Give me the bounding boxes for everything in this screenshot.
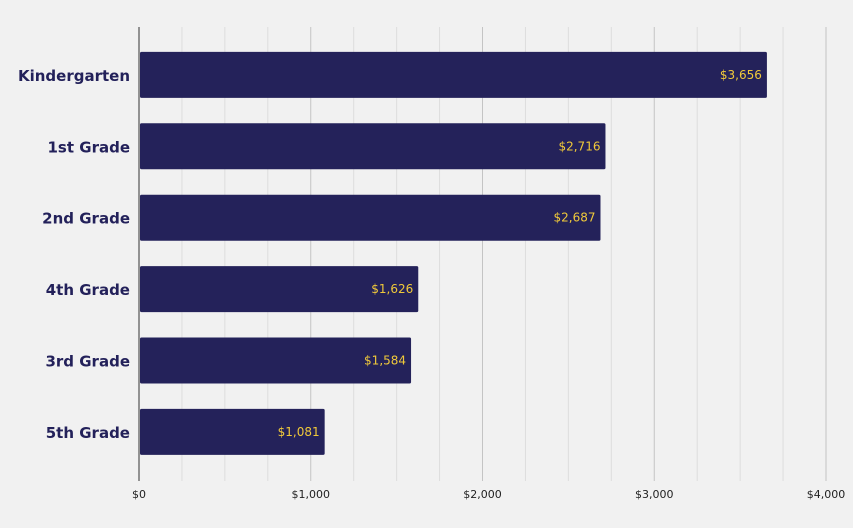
x-tick-label: $2,000 [463,488,502,501]
x-tick-label: $4,000 [807,488,846,501]
category-label: 5th Grade [46,424,130,442]
bar [140,266,419,313]
bar [140,51,767,98]
x-tick-label: $3,000 [635,488,674,501]
x-tick-label: $1,000 [292,488,331,501]
category-label: 4th Grade [46,281,130,299]
category-label: 2nd Grade [42,210,130,228]
category-labels: Kindergarten 1st Grade 2nd Grade 4th Grade 3… [18,67,130,442]
bars-group: $3,656 $2,716 $2,687 $1,626 $1,584 $1,081 [140,51,767,455]
bar [140,123,606,170]
x-tick-labels: $0 $1,000 $2,000 $3,000 $4,000 [132,488,845,501]
bar-value-label: $1,626 [371,282,413,296]
bar [140,337,412,384]
bar [140,194,601,241]
bar-value-label: $1,584 [364,354,406,368]
bar-value-label: $2,687 [553,211,595,225]
category-label: 3rd Grade [45,353,130,371]
bar-value-label: $2,716 [558,139,600,153]
bar [140,408,325,455]
x-tick-label: $0 [132,488,146,501]
bar-value-label: $3,656 [720,68,762,82]
grid-lines [181,27,827,481]
category-label: 1st Grade [48,138,131,156]
category-label: Kindergarten [18,67,130,85]
bar-value-label: $1,081 [278,425,320,439]
